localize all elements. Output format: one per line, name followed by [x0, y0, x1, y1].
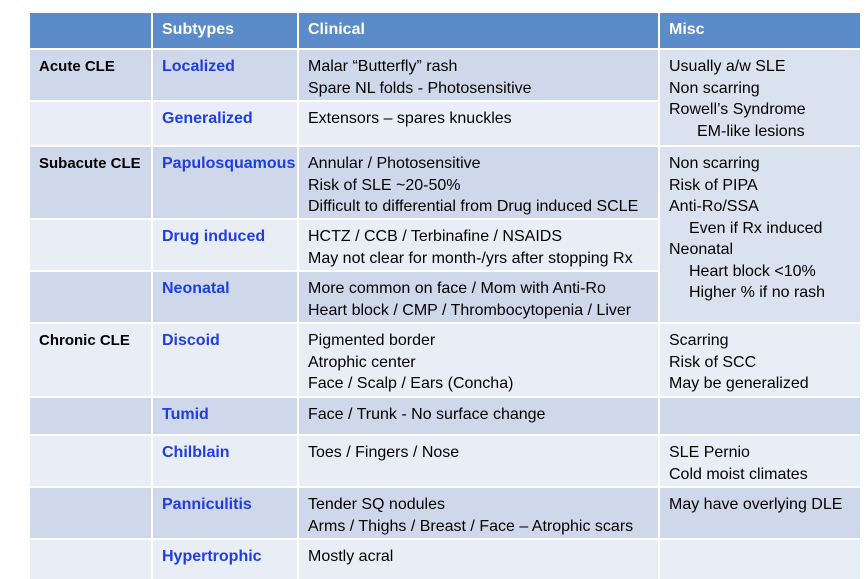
table-header: Subtypes Clinical Misc	[30, 13, 860, 48]
clinical-line: Pigmented border	[308, 332, 436, 349]
misc-line: Usually a/w SLE	[669, 58, 786, 75]
subtype-label: Hypertrophic	[153, 540, 297, 579]
table-row: Drug induced HCTZ / CCB / Terbinafine / …	[30, 220, 860, 270]
misc-line: EM-like lesions	[697, 122, 805, 140]
clinical-line: Spare NL folds - Photosensitive	[308, 79, 532, 97]
misc-line: Cold moist climates	[669, 465, 808, 483]
table-row: Tumid Face / Trunk - No surface change	[30, 398, 860, 434]
clinical-line: Atrophic center	[308, 353, 416, 371]
group-label-empty	[30, 488, 151, 538]
clinical-cell: Extensors – spares knuckles	[299, 102, 658, 145]
subtype-label: Generalized	[153, 102, 297, 145]
clinical-cell: Annular / Photosensitive Risk of SLE ~20…	[299, 147, 658, 218]
group-label-acute: Acute CLE	[30, 50, 151, 100]
header-col-subtypes: Subtypes	[153, 13, 297, 48]
clinical-cell: Pigmented border Atrophic center Face / …	[299, 324, 658, 396]
header-col-misc: Misc	[660, 13, 860, 48]
misc-line: Neonatal	[669, 241, 734, 258]
table-row: Chilblain Toes / Fingers / Nose SLE Pern…	[30, 436, 860, 486]
table-row: Chronic CLE Discoid Pigmented border Atr…	[30, 324, 860, 396]
clinical-line: HCTZ / CCB / Terbinafine / NSAIDS	[308, 228, 562, 245]
clinical-cell: HCTZ / CCB / Terbinafine / NSAIDS May no…	[299, 220, 658, 270]
group-label-empty	[30, 436, 151, 486]
misc-line: Higher % if no rash	[689, 284, 826, 301]
clinical-cell: Tender SQ nodules Arms / Thighs / Breast…	[299, 488, 658, 538]
subtype-label: Neonatal	[153, 272, 297, 322]
clinical-line: Heart block / CMP / Thrombocytopenia / L…	[308, 301, 632, 319]
misc-line: Risk of PIPA	[669, 176, 758, 194]
misc-cell: SLE Pernio Cold moist climates	[660, 436, 860, 486]
group-label-empty	[30, 220, 151, 270]
clinical-line: Tender SQ nodules	[308, 496, 445, 513]
clinical-line: Face / Scalp / Ears (Concha)	[308, 375, 514, 392]
misc-cell-acute: Usually a/w SLE Non scarring Rowell’s Sy…	[660, 50, 860, 145]
misc-cell: May have overlying DLE	[660, 488, 860, 538]
misc-line: Even if Rx induced	[689, 219, 823, 237]
clinical-cell: Face / Trunk - No surface change	[299, 398, 658, 434]
table-row: Acute CLE Localized Malar “Butterfly” ra…	[30, 50, 860, 100]
table-row: Panniculitis Tender SQ nodules Arms / Th…	[30, 488, 860, 538]
subtype-label: Papulosquamous	[153, 147, 297, 218]
table-row: Hypertrophic Mostly acral	[30, 540, 860, 579]
clinical-line: Arms / Thighs / Breast / Face – Atrophic…	[308, 517, 634, 535]
group-label-empty	[30, 540, 151, 579]
misc-cell	[660, 398, 860, 434]
misc-cell	[660, 540, 860, 579]
misc-line: Risk of SCC	[669, 353, 757, 371]
header-col-group	[30, 13, 151, 48]
clinical-line: May not clear for month-/yrs after stopp…	[308, 249, 633, 267]
clinical-cell: Malar “Butterfly” rash Spare NL folds - …	[299, 50, 658, 100]
subtype-label: Tumid	[153, 398, 297, 434]
clinical-line: Face / Trunk - No surface change	[308, 406, 546, 423]
group-label-empty	[30, 102, 151, 145]
misc-cell: Scarring Risk of SCC May be generalized	[660, 324, 860, 396]
subtype-label: Chilblain	[153, 436, 297, 486]
misc-cell-subacute: Non scarring Risk of PIPA Anti-Ro/SSA Ev…	[660, 147, 860, 322]
clinical-cell: Toes / Fingers / Nose	[299, 436, 658, 486]
subtype-label: Panniculitis	[153, 488, 297, 538]
clinical-line: Mostly acral	[308, 548, 394, 565]
group-label-chronic: Chronic CLE	[30, 324, 151, 396]
misc-line: Rowell’s Syndrome	[669, 101, 806, 118]
header-col-clinical: Clinical	[299, 13, 658, 48]
subtype-label: Localized	[153, 50, 297, 100]
misc-line: May be generalized	[669, 375, 809, 392]
misc-line: May have overlying DLE	[669, 496, 843, 513]
clinical-line: Toes / Fingers / Nose	[308, 444, 460, 461]
misc-line: SLE Pernio	[669, 444, 750, 461]
group-label-empty	[30, 272, 151, 322]
misc-line: Heart block <10%	[689, 262, 816, 280]
misc-line: Non scarring	[669, 155, 760, 172]
clinical-line: Malar “Butterfly” rash	[308, 58, 458, 75]
misc-line: Non scarring	[669, 79, 760, 97]
clinical-line: Annular / Photosensitive	[308, 155, 481, 172]
table-row: Neonatal More common on face / Mom with …	[30, 272, 860, 322]
group-label-empty	[30, 398, 151, 434]
misc-line: Anti-Ro/SSA	[669, 198, 759, 215]
clinical-line: Extensors – spares knuckles	[308, 110, 512, 127]
subtype-label: Drug induced	[153, 220, 297, 270]
group-label-subacute: Subacute CLE	[30, 147, 151, 218]
table-row: Generalized Extensors – spares knuckles	[30, 102, 860, 145]
clinical-line: More common on face / Mom with Anti-Ro	[308, 280, 606, 297]
clinical-line: Difficult to differential from Drug indu…	[308, 198, 639, 215]
subtype-label: Discoid	[153, 324, 297, 396]
clinical-cell: More common on face / Mom with Anti-Ro H…	[299, 272, 658, 322]
table-row: Subacute CLE Papulosquamous Annular / Ph…	[30, 147, 860, 218]
clinical-cell: Mostly acral	[299, 540, 658, 579]
clinical-line: Risk of SLE ~20-50%	[308, 176, 461, 194]
misc-line: Scarring	[669, 332, 729, 349]
